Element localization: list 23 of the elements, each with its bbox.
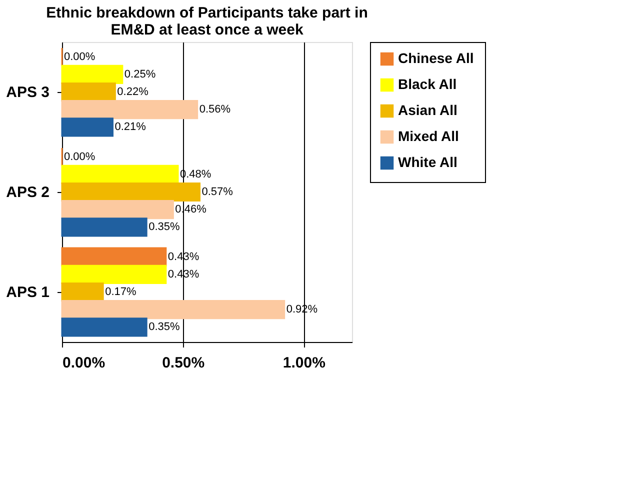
text: EM&D at least once a week xyxy=(110,22,304,38)
data-label: 0.35% xyxy=(148,321,180,334)
legend-label: Mixed All xyxy=(398,128,459,144)
legend-label: Asian All xyxy=(398,102,458,118)
legend-label: Chinese All xyxy=(398,50,474,66)
data-label: 0.00% xyxy=(64,150,96,163)
x-tick-label: 0.50% xyxy=(162,354,205,372)
legend-label: White All xyxy=(398,154,458,170)
x-tick-label: 0.00% xyxy=(62,354,106,372)
data-label: 0.00% xyxy=(64,50,96,63)
data-label: 0.21% xyxy=(114,121,146,134)
data-label: 0.25% xyxy=(124,68,156,80)
y-tick-label: APS 1 xyxy=(6,284,50,301)
data-label: 0.56% xyxy=(199,104,231,116)
data-label: 0.57% xyxy=(202,186,234,198)
text: Ethnic breakdown of Participants take part in xyxy=(46,4,368,22)
data-label: 0.17% xyxy=(105,286,136,298)
data-label: 0.22% xyxy=(117,86,149,98)
legend-label: Black All xyxy=(398,76,457,92)
x-tick-label: 1.00% xyxy=(282,354,326,372)
y-tick-label: APS 2 xyxy=(6,184,50,201)
y-tick-label: APS 3 xyxy=(6,84,50,101)
data-label: 0.35% xyxy=(148,221,180,234)
